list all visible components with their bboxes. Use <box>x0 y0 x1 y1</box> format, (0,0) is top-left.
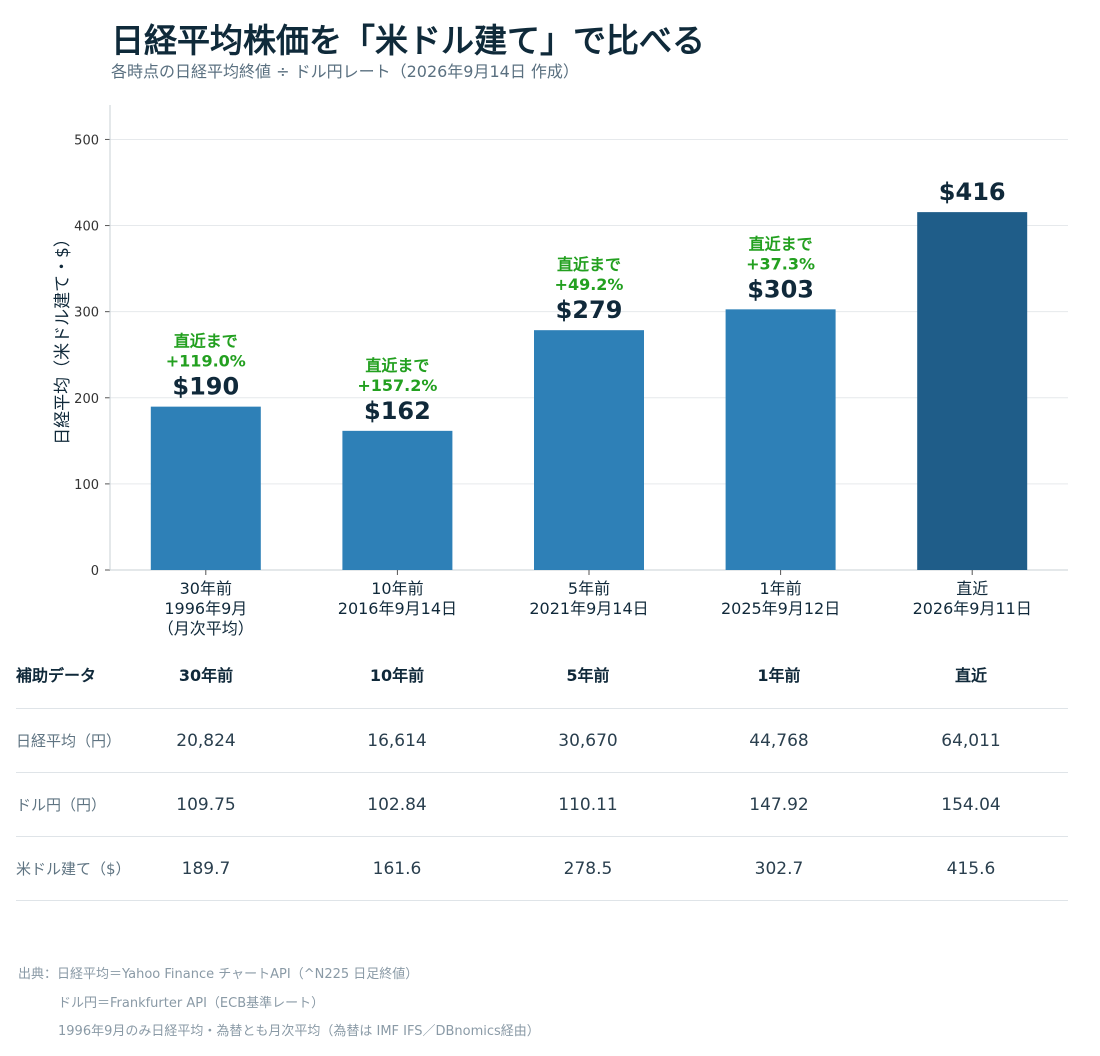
change-annotation: +49.2% <box>555 275 624 294</box>
y-tick-label: 400 <box>74 220 99 235</box>
x-tick-label: 1996年9月 <box>164 599 247 618</box>
table-cell: 110.11 <box>558 794 618 815</box>
table-cell: 161.6 <box>372 858 422 879</box>
y-tick-label: 0 <box>91 564 99 579</box>
bar <box>725 309 836 570</box>
change-annotation: 直近まで <box>365 356 429 375</box>
change-annotation: +37.3% <box>746 254 815 273</box>
source-note: 1996年9月のみ日経平均・為替とも月次平均（為替は IMF IFS／DBnom… <box>58 1024 540 1039</box>
x-tick-label: 2016年9月14日 <box>338 599 457 618</box>
x-tick-label: 直近 <box>956 579 988 598</box>
y-tick-label: 100 <box>74 478 99 493</box>
y-tick-label: 500 <box>74 133 99 148</box>
bar-value-label: $303 <box>747 275 814 303</box>
change-annotation: 直近まで <box>749 234 813 253</box>
table-header-col: 30年前 <box>178 666 234 685</box>
table-cell: 278.5 <box>563 858 613 879</box>
row-label: ドル円（円） <box>16 796 107 814</box>
table-row: 米ドル建て（$） 189.7 161.6 278.5 302.7 415.6 <box>16 837 1068 901</box>
row-label: 米ドル建て（$） <box>16 860 131 878</box>
chart-subtitle: 各時点の日経平均終値 ÷ ドル円レート（2026年9月14日 作成） <box>111 62 579 81</box>
table-header-row: 補助データ 30年前 10年前 5年前 1年前 直近 <box>16 640 1068 709</box>
table-cell: 154.04 <box>941 794 1001 815</box>
table-cell: 189.7 <box>181 858 231 879</box>
x-tick-label: 2021年9月14日 <box>529 599 648 618</box>
supplementary-table: 補助データ 30年前 10年前 5年前 1年前 直近 日経平均（円） 20,82… <box>16 640 1068 901</box>
table-cell: 415.6 <box>946 858 996 879</box>
table-cell: 109.75 <box>176 794 236 815</box>
bar-value-label: $279 <box>556 296 623 324</box>
table-header-col: 5年前 <box>566 666 610 685</box>
change-annotation: 直近まで <box>174 332 238 351</box>
bar-value-label: $190 <box>172 373 239 401</box>
table-header-col: 10年前 <box>369 666 425 685</box>
bar <box>917 212 1028 570</box>
change-annotation: +157.2% <box>357 376 437 395</box>
y-axis-label: 日経平均（米ドル建て・$） <box>53 230 73 445</box>
row-label: 日経平均（円） <box>16 732 122 750</box>
table-row: 日経平均（円） 20,824 16,614 30,670 44,768 64,0… <box>16 709 1068 773</box>
x-tick-label: 2026年9月11日 <box>913 599 1032 618</box>
change-annotation: +119.0% <box>166 352 246 371</box>
table-header-col: 1年前 <box>757 666 801 685</box>
bar <box>534 330 644 570</box>
bar-value-label: $162 <box>364 397 431 425</box>
y-tick-label: 200 <box>74 392 99 407</box>
table-cell: 147.92 <box>749 794 809 815</box>
table-cell: 64,011 <box>941 730 1001 751</box>
bar <box>150 406 261 570</box>
x-tick-label: 10年前 <box>371 579 423 598</box>
x-tick-label: 5年前 <box>568 579 610 598</box>
table-cell: 102.84 <box>367 794 427 815</box>
change-annotation: 直近まで <box>557 255 621 274</box>
y-tick-label: 300 <box>74 306 99 321</box>
table-header-col: 直近 <box>954 666 987 685</box>
table-cell: 16,614 <box>367 730 427 751</box>
x-tick-label: 1年前 <box>760 579 802 598</box>
bar-value-label: $416 <box>939 178 1006 206</box>
table-cell: 20,824 <box>176 730 236 751</box>
table-row: ドル円（円） 109.75 102.84 110.11 147.92 154.0… <box>16 773 1068 837</box>
x-tick-label: （月次平均） <box>158 619 254 638</box>
table-cell: 302.7 <box>754 858 804 879</box>
table-cell: 44,768 <box>749 730 809 751</box>
chart-title: 日経平均株価を「米ドル建て」で比べる <box>111 21 705 60</box>
bar <box>342 430 453 570</box>
source-note: ドル円＝Frankfurter API（ECB基準レート） <box>58 996 325 1011</box>
table-cell: 30,670 <box>558 730 618 751</box>
x-tick-label: 2025年9月12日 <box>721 599 840 618</box>
source-note: 出典：日経平均＝Yahoo Finance チャートAPI（^N225 日足終値… <box>18 967 419 982</box>
x-tick-label: 30年前 <box>180 579 232 598</box>
table-header-label: 補助データ <box>16 666 97 685</box>
